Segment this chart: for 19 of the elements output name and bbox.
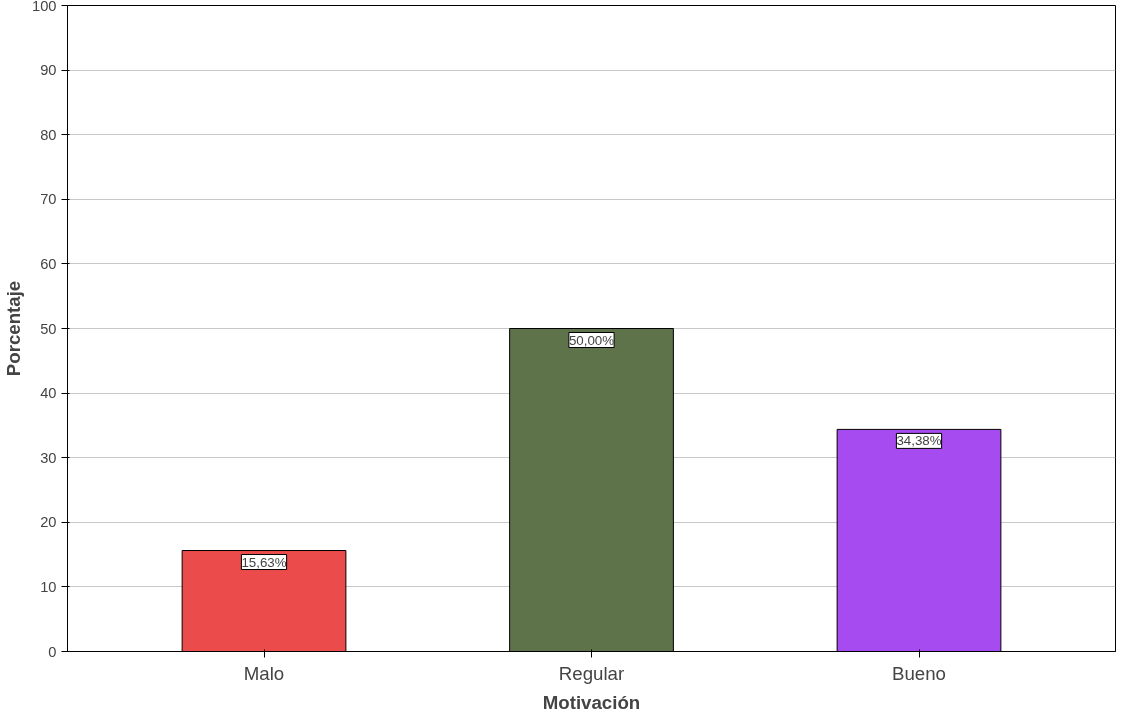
y-tick-label: 10	[40, 578, 57, 595]
x-tick-label: Regular	[558, 662, 625, 684]
data-label: 34,38%	[896, 433, 942, 449]
y-tick-label: 20	[40, 514, 57, 531]
y-tick-label: 80	[40, 126, 57, 143]
y-tick-label: 0	[48, 643, 57, 660]
y-tick-label: 30	[40, 449, 57, 466]
y-tick-label: 60	[40, 255, 57, 272]
x-axis-title: Motivación	[542, 691, 641, 713]
y-tick-label: 50	[40, 320, 57, 337]
x-tick-label: Malo	[243, 662, 285, 684]
data-label: 50,00%	[568, 332, 615, 348]
y-axis-title: Porcentaje	[3, 280, 25, 377]
y-tick-label: 100	[32, 0, 57, 14]
data-label: 15,63%	[241, 554, 287, 570]
y-tick-label: 70	[40, 191, 57, 208]
y-tick-label: 40	[40, 385, 57, 402]
x-tick-label: Bueno	[892, 662, 946, 684]
y-tick-label: 90	[40, 62, 57, 79]
